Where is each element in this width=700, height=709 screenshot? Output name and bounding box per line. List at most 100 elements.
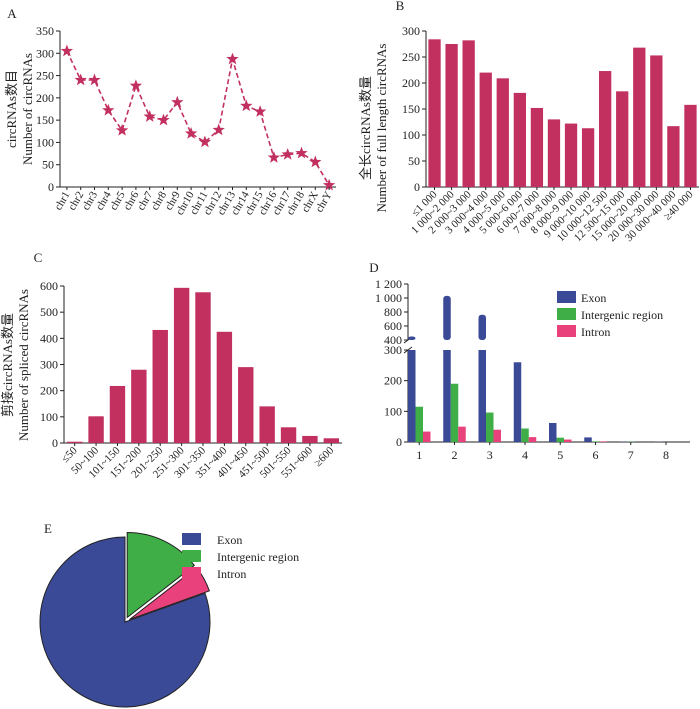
- panel-d-x-tick-label: 3: [487, 448, 493, 462]
- panel-b-y-tick-label: 250: [402, 50, 420, 64]
- panel-a-star-point: [240, 99, 253, 112]
- panel-d-letter: D: [369, 260, 378, 275]
- panel-b-bar: [599, 71, 612, 187]
- panel-c-bar: [152, 329, 168, 443]
- panel-d-legend-swatch: [557, 308, 576, 320]
- panel-b-y-tick-label: 300: [402, 24, 420, 38]
- panel-e-legend-label: Intron: [217, 567, 246, 581]
- panel-c-ylabel: 剪接circRNAs数量: [0, 313, 15, 417]
- panel-a-star-point: [309, 155, 322, 168]
- panel-d-bar-upper: [443, 295, 451, 340]
- panel-b-bar: [667, 126, 680, 187]
- panel-d-y-tick-label: 0: [396, 435, 402, 449]
- panel-d-bar: [415, 406, 423, 442]
- panel-a-star-point: [143, 110, 156, 122]
- panel-a-star-point: [102, 103, 115, 116]
- panel-b-bar: [445, 44, 458, 187]
- panel-a-star-point: [129, 79, 143, 92]
- panel-a-star-point: [281, 147, 294, 160]
- panel-b-bar: [650, 55, 663, 187]
- panel-d-y-tick-label: 600: [384, 319, 402, 333]
- panel-e-slice: [39, 536, 211, 708]
- panel-d-y-tick-label: 800: [384, 305, 402, 319]
- panel-b-bar: [479, 72, 492, 187]
- panel-c-y-tick-label: 400: [40, 331, 58, 345]
- panel-c: C 0 100 200 300 400 500 600 剪接circRNAs数量 Number o…: [0, 250, 342, 481]
- panel-d-bar: [521, 428, 529, 442]
- panel-d-x-tick-label: 8: [663, 448, 669, 462]
- panel-a-star-point: [184, 127, 198, 139]
- panel-a-star-point: [295, 146, 308, 159]
- panel-c-bar: [259, 406, 275, 443]
- panel-a-y-tick-label: 200: [36, 91, 54, 105]
- panel-c-bar: [280, 427, 297, 443]
- panel-d-legend-label: Exon: [581, 291, 606, 305]
- panel-b-bar: [428, 39, 441, 187]
- panel-d-legend-label: Intron: [581, 325, 610, 339]
- panel-e-slice: [126, 532, 196, 619]
- panel-d-bar: [423, 431, 431, 442]
- panel-e-legend-swatch: [182, 550, 201, 562]
- panel-e: E Exon Intergenic region Intron: [39, 521, 299, 708]
- panel-b-y-tick-label: 200: [402, 76, 420, 90]
- panel-d-legend-label: Intergenic region: [581, 308, 663, 322]
- panel-d-bar: [556, 437, 564, 442]
- panel-a-ylabel2: Number of circRNAs: [20, 53, 35, 165]
- panel-a-star-point: [171, 95, 184, 108]
- panel-d-y-tick-label: 300: [384, 343, 402, 357]
- panel-d-bar: [443, 350, 451, 442]
- panel-d-bar: [450, 383, 459, 442]
- panel-e-letter: E: [44, 521, 52, 536]
- panel-d-x-tick-label: 2: [452, 448, 458, 462]
- panel-d-bar: [599, 441, 607, 442]
- panel-d-bar: [458, 426, 466, 442]
- panel-a-ylabel: circRNAs数目: [4, 70, 19, 148]
- panel-b-bar: [462, 40, 475, 187]
- panel-d-bar: [493, 429, 501, 442]
- panel-b-bar: [530, 107, 544, 187]
- panel-a-star-point: [74, 73, 87, 86]
- panel-d-bar-upper: [408, 336, 416, 340]
- panel-a-y-tick-label: 350: [36, 24, 54, 38]
- panel-d-x-tick-label: 4: [522, 448, 528, 462]
- panel-d-y-tick-label: 100: [384, 404, 402, 418]
- panel-b-bar: [581, 128, 595, 187]
- panel-a-y-tick-label: 150: [36, 113, 54, 127]
- panel-a-y-tick-label: 300: [36, 46, 54, 60]
- panel-d-y-tick-label: 1 200: [375, 277, 402, 291]
- panel-c-y-tick-label: 200: [40, 384, 58, 398]
- panel-d-bar: [486, 412, 494, 442]
- panel-b-bar: [496, 78, 509, 187]
- panel-d-bar-upper: [478, 314, 486, 340]
- panel-b-bar: [513, 92, 526, 187]
- panel-c-bar: [323, 438, 340, 443]
- panel-a-star-point: [115, 123, 129, 136]
- panel-d-bar: [513, 362, 522, 442]
- panel-c-bar: [302, 435, 318, 443]
- panel-b-ylabel: 全长circRNAs数量: [358, 76, 373, 180]
- panel-a-star-point: [88, 73, 101, 86]
- panel-c-bar: [131, 369, 147, 443]
- panel-e-legend-label: Exon: [217, 533, 242, 547]
- panel-d-x-tick-label: 1: [416, 448, 422, 462]
- panel-c-bar: [195, 292, 211, 443]
- panel-c-bar: [109, 385, 126, 443]
- panel-a-series-line: [66, 50, 330, 186]
- panel-b-bar: [633, 47, 646, 187]
- panel-d-x-tick-label: 7: [628, 448, 634, 462]
- panel-a-y-tick-label: 0: [48, 180, 54, 194]
- panel-a-star-point: [60, 44, 74, 57]
- panel-a-star-point: [226, 52, 239, 65]
- panel-c-x-tick-label: ≥600: [312, 444, 337, 469]
- panel-c-y-tick-label: 500: [40, 305, 58, 319]
- panel-b-y-tick-label: 50: [408, 154, 420, 168]
- panel-e-legend-label: Intergenic region: [217, 550, 299, 564]
- panel-d-bar: [549, 422, 557, 442]
- panel-a-y-tick-label: 250: [36, 69, 54, 83]
- panel-d-x-tick-label: 6: [593, 448, 599, 462]
- panel-a-star-point: [322, 178, 336, 191]
- panel-a-star-point: [267, 151, 281, 163]
- panel-a-star-point: [198, 135, 212, 148]
- panel-d-bar: [564, 439, 572, 442]
